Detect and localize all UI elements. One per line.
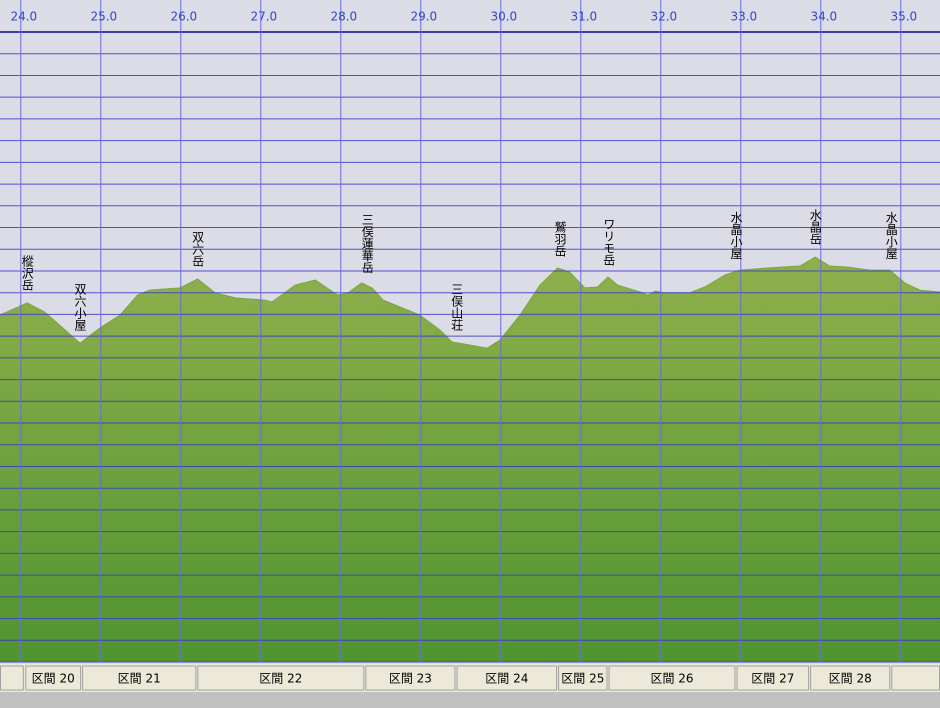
section-label: 区間 28 xyxy=(829,672,872,686)
x-tick-label: 35.0 xyxy=(890,10,917,24)
peak-label: 双六岳 xyxy=(191,231,205,267)
bottom-strip xyxy=(0,692,940,708)
x-tick-label: 31.0 xyxy=(570,10,597,24)
peak-label: 水晶小屋 xyxy=(729,211,743,260)
x-tick-label: 30.0 xyxy=(490,10,517,24)
section-cell xyxy=(456,665,558,691)
section-cell xyxy=(82,665,197,691)
x-tick-label: 26.0 xyxy=(170,10,197,24)
section-label: 区間 21 xyxy=(118,672,161,686)
x-tick-label: 28.0 xyxy=(330,10,357,24)
section-cell xyxy=(736,665,810,691)
section-label: 区間 24 xyxy=(485,672,528,686)
elevation-line xyxy=(0,256,940,349)
section-label: 区間 22 xyxy=(259,672,302,686)
x-tick-label: 29.0 xyxy=(410,10,437,24)
peak-label: ワリモ岳 xyxy=(602,218,616,266)
section-cell xyxy=(810,665,891,691)
x-tick-label: 34.0 xyxy=(810,10,837,24)
section-label: 区間 25 xyxy=(561,672,604,686)
section-cell xyxy=(558,665,608,691)
section-cell xyxy=(608,665,736,691)
section-cell xyxy=(891,665,940,691)
peak-label: 水晶岳 xyxy=(808,209,822,245)
peak-label: 三俣蓮華岳 xyxy=(360,214,374,274)
x-tick-label: 27.0 xyxy=(250,10,277,24)
peak-label: 樅沢岳 xyxy=(20,254,34,290)
x-tick-label: 24.0 xyxy=(10,10,37,24)
section-label: 区間 23 xyxy=(389,672,432,686)
peak-label: 鷲羽岳 xyxy=(553,220,567,256)
peak-label: 三俣山荘 xyxy=(450,283,464,332)
x-tick-label: 33.0 xyxy=(730,10,757,24)
section-label: 区間 27 xyxy=(751,672,794,686)
section-cell xyxy=(0,665,24,691)
section-cell xyxy=(365,665,456,691)
section-cell xyxy=(25,665,82,691)
peak-label: 双六小屋 xyxy=(73,283,87,332)
peak-label: 水晶小屋 xyxy=(884,211,898,260)
section-label: 区間 20 xyxy=(32,672,75,686)
x-tick-label: 25.0 xyxy=(90,10,117,24)
x-tick-label: 32.0 xyxy=(650,10,677,24)
section-label: 区間 26 xyxy=(650,672,693,686)
section-cell xyxy=(197,665,365,691)
